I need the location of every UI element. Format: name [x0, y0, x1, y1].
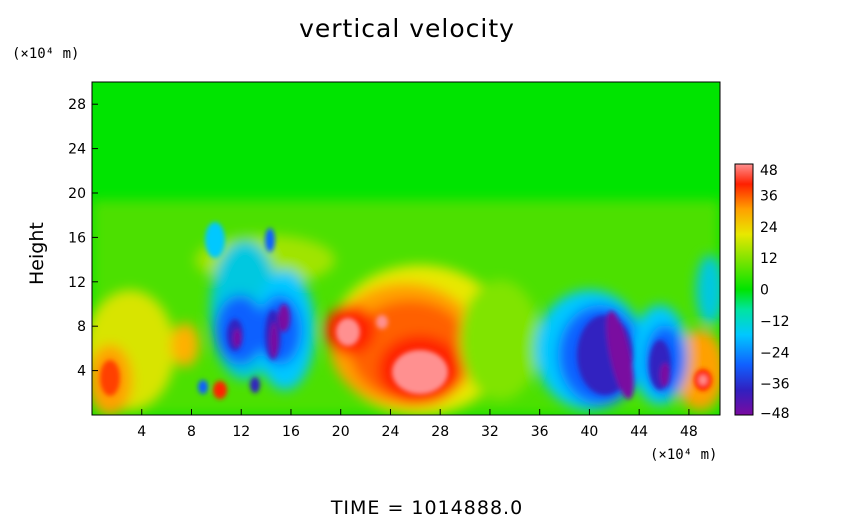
y-axis: 4 8 12 16 20 24 28 [68, 97, 98, 380]
colorbar-ticks: 48 36 24 12 0 −12 −24 −36 −48 [760, 163, 790, 422]
colorbar-tick-label: 48 [760, 163, 778, 179]
colorbar-tick-label: −12 [760, 314, 790, 330]
time-label: TIME = 1014888.0 [330, 497, 524, 519]
x-tick-label: 32 [481, 424, 499, 440]
x-tick-label: 48 [680, 424, 698, 440]
x-tick-label: 8 [187, 424, 196, 440]
y-tick-label: 8 [77, 319, 86, 335]
colorbar-tick-label: −48 [760, 406, 790, 422]
x-axis-unit: (×10⁴ m) [650, 447, 718, 463]
x-tick-label: 36 [531, 424, 549, 440]
x-tick-label: 44 [630, 424, 648, 440]
x-tick-label: 12 [232, 424, 250, 440]
colorbar-tick-label: −24 [760, 345, 790, 361]
y-tick-label: 20 [68, 186, 86, 202]
plot-frame [91, 81, 721, 416]
y-tick-label: 24 [68, 142, 86, 158]
y-tick-label: 4 [77, 364, 86, 380]
y-axis-unit: (×10⁴ m) [12, 46, 80, 62]
colorbar [734, 163, 754, 416]
x-axis: 4 8 12 16 20 24 28 32 36 40 44 48 [137, 409, 698, 440]
y-tick-label: 28 [68, 97, 86, 113]
colorbar-tick-label: 36 [760, 188, 778, 204]
colorbar-tick-label: 12 [760, 251, 778, 267]
colorbar-tick-label: 24 [760, 220, 778, 236]
colorbar-tick-label: 0 [760, 283, 769, 299]
x-tick-label: 28 [431, 424, 449, 440]
y-tick-label: 12 [68, 275, 86, 291]
colorbar-tick-label: −36 [760, 377, 790, 393]
x-tick-label: 40 [581, 424, 599, 440]
chart-title: vertical velocity [299, 14, 515, 43]
x-tick-label: 4 [137, 424, 146, 440]
heatmap-field [92, 82, 720, 415]
x-tick-label: 16 [282, 424, 300, 440]
x-tick-label: 24 [382, 424, 400, 440]
x-tick-label: 20 [332, 424, 350, 440]
y-tick-label: 16 [68, 230, 86, 246]
